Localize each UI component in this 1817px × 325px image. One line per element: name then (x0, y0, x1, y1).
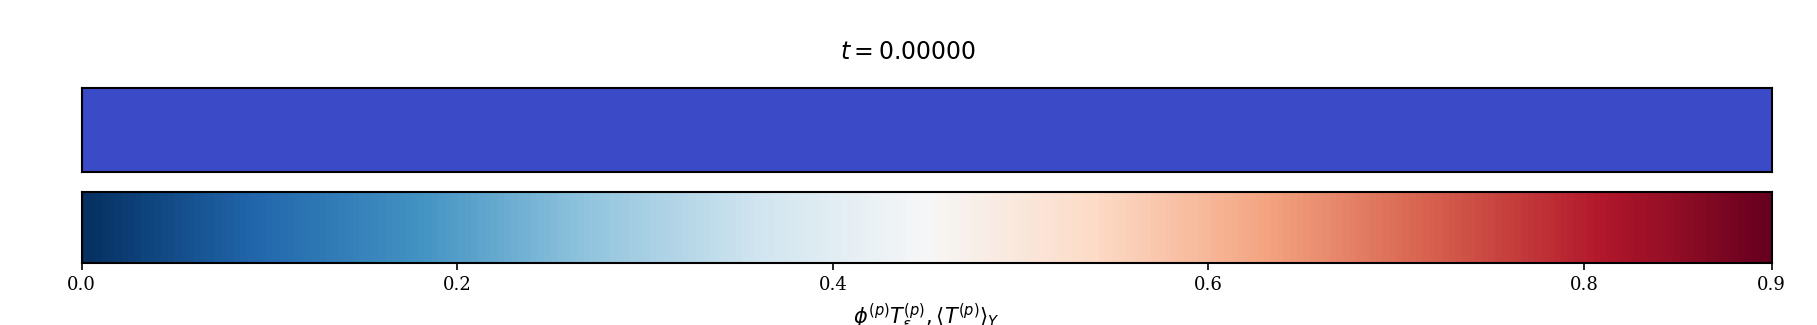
Text: $t = 0.00000$: $t = 0.00000$ (839, 41, 978, 64)
X-axis label: $\phi^{(p)}T^{(p)}_{\epsilon}, \langle T^{(p)}\rangle_Y$: $\phi^{(p)}T^{(p)}_{\epsilon}, \langle T… (854, 302, 999, 325)
